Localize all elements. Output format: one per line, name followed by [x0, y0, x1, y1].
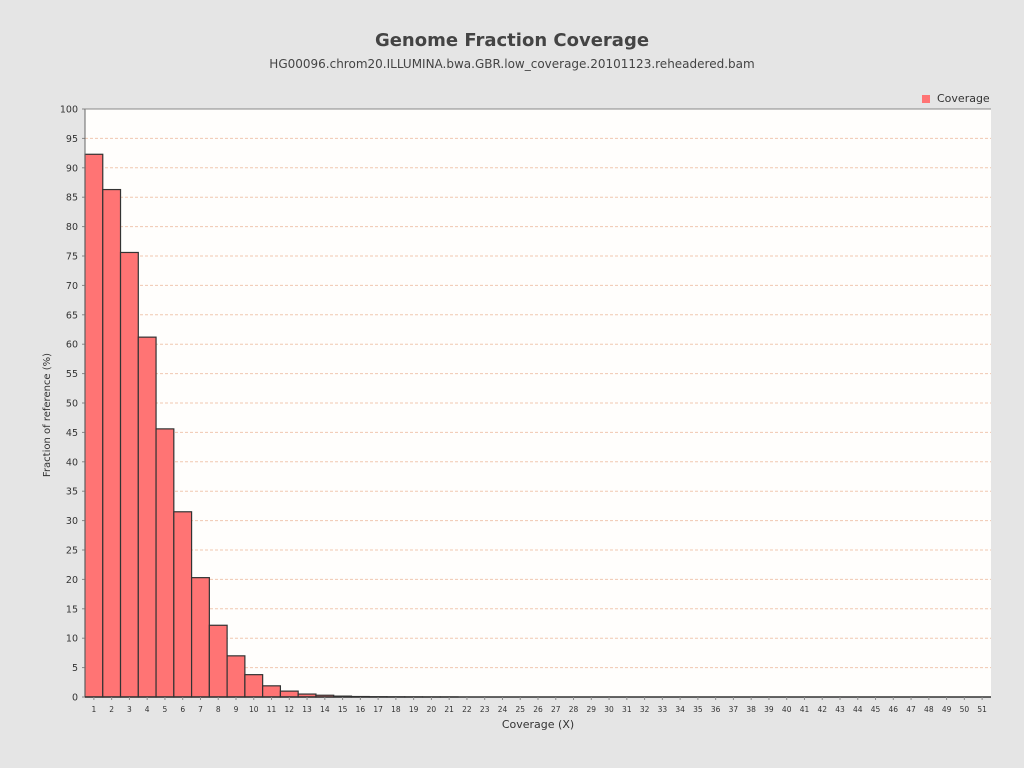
- bar: [155, 428, 175, 698]
- y-tick-label: 0: [72, 693, 78, 704]
- y-tick-label: 5: [72, 663, 78, 674]
- bars: [84, 153, 459, 698]
- bar: [173, 511, 193, 698]
- x-tick-label: 24: [498, 705, 508, 714]
- x-tick-label: 40: [782, 705, 792, 714]
- bar: [208, 624, 228, 698]
- y-tick-label: 15: [66, 604, 78, 615]
- y-tick-label: 10: [66, 634, 78, 645]
- x-tick-label: 1: [91, 705, 96, 714]
- x-tick-label: 16: [356, 705, 366, 714]
- x-tick-label: 34: [675, 705, 685, 714]
- x-tick-label: 46: [889, 705, 899, 714]
- x-tick-label: 43: [835, 705, 845, 714]
- y-tick-label: 85: [66, 193, 78, 204]
- bar: [279, 690, 299, 698]
- bar: [262, 685, 282, 698]
- x-tick-labels: 1 2 3 4 5 6 7 8 9 10 11 12 13 14 15 16 17 18 19 20 21 22 23 24 2…: [91, 705, 987, 714]
- y-tick-label: 45: [66, 428, 78, 439]
- x-tick-label: 7: [198, 705, 203, 714]
- x-tick-label: 38: [746, 705, 756, 714]
- legend-swatch: [922, 95, 930, 103]
- bar: [119, 251, 139, 698]
- y-tick-label: 80: [66, 222, 78, 233]
- x-tick-label: 37: [729, 705, 739, 714]
- x-tick-label: 44: [853, 705, 863, 714]
- chart-subtitle: HG00096.chrom20.ILLUMINA.bwa.GBR.low_cov…: [269, 57, 755, 71]
- x-tick-label: 31: [622, 705, 632, 714]
- x-tick-label: 2: [109, 705, 114, 714]
- x-tick-label: 32: [640, 705, 650, 714]
- y-tick-label: 20: [66, 575, 78, 586]
- y-axis-label: Fraction of reference (%): [42, 353, 53, 477]
- y-tick-label: 40: [66, 457, 78, 468]
- y-tick-label: 65: [66, 310, 78, 321]
- y-tick-label: 100: [60, 105, 78, 116]
- bar: [102, 188, 122, 698]
- x-tick-label: 14: [320, 705, 330, 714]
- x-tick-label: 10: [249, 705, 259, 714]
- x-tick-label: 51: [977, 705, 987, 714]
- y-tick-label: 60: [66, 340, 78, 351]
- x-tick-label: 21: [444, 705, 454, 714]
- x-tick-label: 9: [234, 705, 239, 714]
- x-tick-label: 42: [817, 705, 827, 714]
- x-tick-label: 13: [302, 705, 312, 714]
- x-tick-label: 12: [285, 705, 295, 714]
- x-tick-label: 11: [267, 705, 277, 714]
- x-tick-label: 25: [515, 705, 525, 714]
- x-tick-label: 15: [338, 705, 348, 714]
- bar: [226, 655, 246, 698]
- x-tick-label: 8: [216, 705, 221, 714]
- x-tick-label: 50: [960, 705, 970, 714]
- y-tick-label: 90: [66, 163, 78, 174]
- x-tick-label: 29: [587, 705, 597, 714]
- x-tick-label: 26: [533, 705, 543, 714]
- x-tick-label: 27: [551, 705, 561, 714]
- bar: [190, 577, 210, 698]
- y-tick-label: 35: [66, 487, 78, 498]
- bar: [84, 153, 104, 698]
- chart-title: Genome Fraction Coverage: [374, 30, 650, 51]
- y-tick-label: 30: [66, 516, 78, 527]
- x-tick-label: 33: [658, 705, 668, 714]
- x-tick-label: 18: [391, 705, 401, 714]
- y-tick-label: 75: [66, 252, 78, 263]
- x-tick-label: 6: [180, 705, 185, 714]
- x-tick-label: 3: [127, 705, 132, 714]
- legend: Coverage: [922, 92, 990, 105]
- y-tick-labels: 0 5 10 15 20 25 30 35 40 45 50 55 60 65 70 75 80 85 90 95 10…: [60, 105, 78, 704]
- y-tick-label: 55: [66, 369, 78, 380]
- x-tick-label: 4: [145, 705, 150, 714]
- x-tick-label: 5: [163, 705, 168, 714]
- x-tick-label: 30: [604, 705, 614, 714]
- x-tick-label: 20: [427, 705, 437, 714]
- x-tick-label: 47: [906, 705, 916, 714]
- y-tick-label: 25: [66, 546, 78, 557]
- x-tick-label: 48: [924, 705, 934, 714]
- bar: [137, 336, 157, 698]
- axes: [82, 108, 991, 700]
- x-tick-label: 36: [711, 705, 721, 714]
- x-tick-label: 49: [942, 705, 952, 714]
- x-tick-label: 23: [480, 705, 490, 714]
- x-tick-label: 39: [764, 705, 774, 714]
- y-tick-label: 95: [66, 134, 78, 145]
- x-tick-label: 45: [871, 705, 881, 714]
- bar: [244, 674, 264, 698]
- x-tick-label: 17: [373, 705, 383, 714]
- grid-lines: [85, 108, 991, 669]
- x-tick-label: 22: [462, 705, 472, 714]
- y-tick-label: 70: [66, 281, 78, 292]
- x-tick-label: 28: [569, 705, 579, 714]
- x-tick-label: 41: [800, 705, 810, 714]
- y-tick-label: 50: [66, 399, 78, 410]
- legend-label: Coverage: [937, 92, 990, 105]
- x-tick-label: 19: [409, 705, 419, 714]
- x-axis-label: Coverage (X): [502, 718, 574, 731]
- x-tick-label: 35: [693, 705, 703, 714]
